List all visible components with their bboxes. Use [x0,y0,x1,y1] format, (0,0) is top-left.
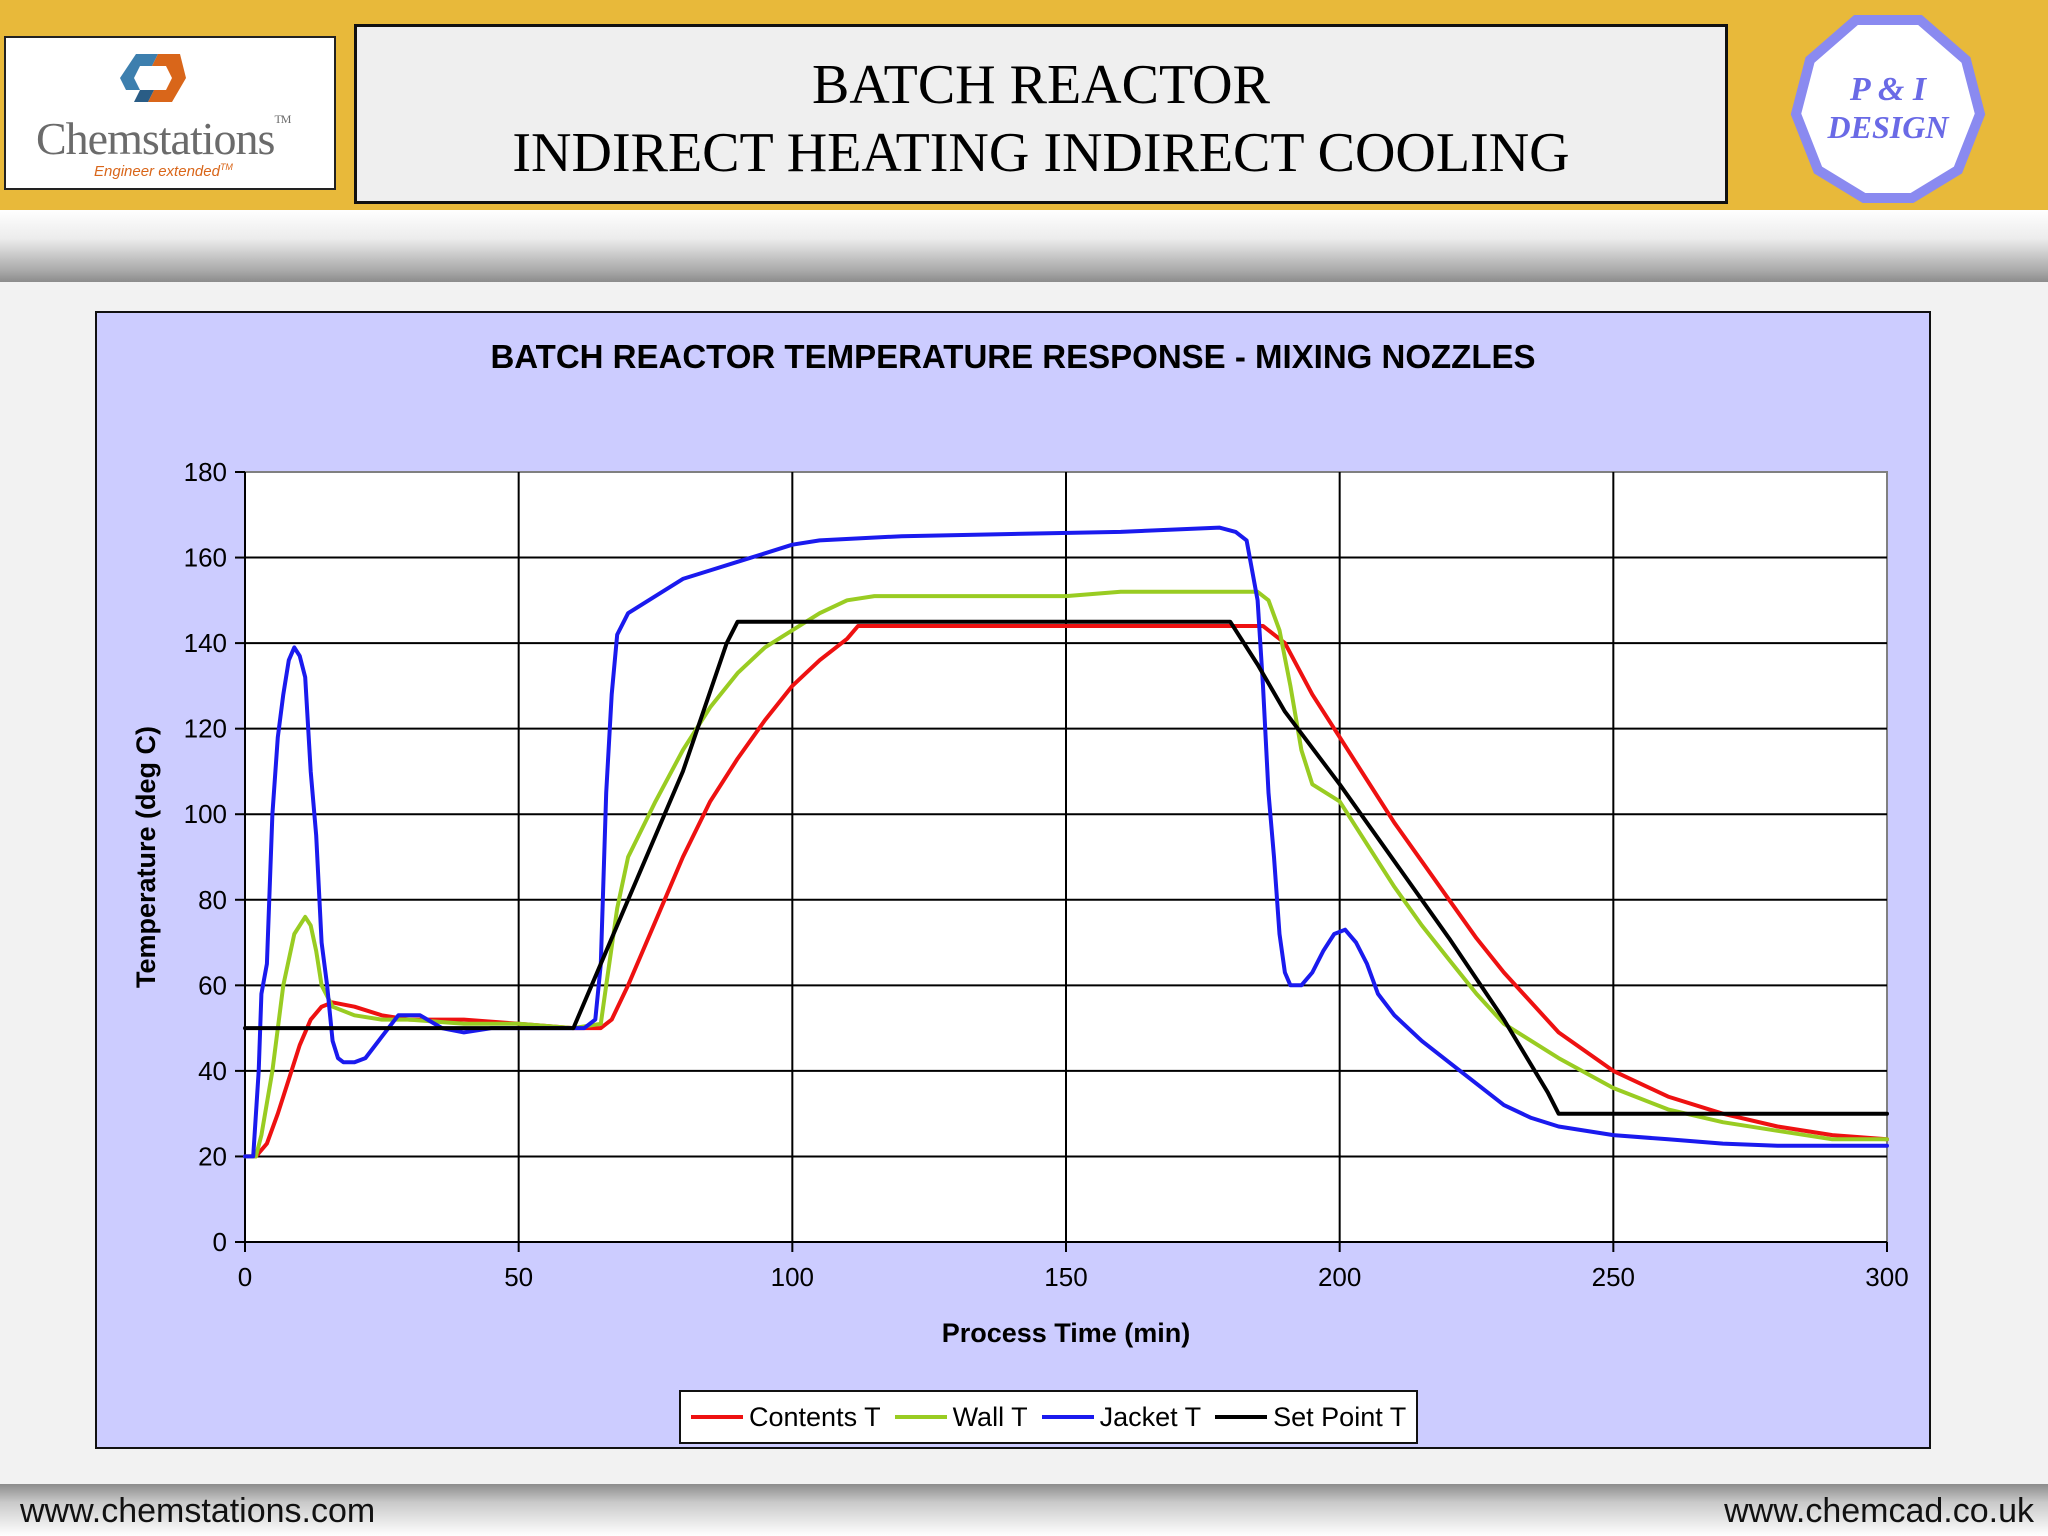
series-line-wall-t [243,589,1889,1159]
legend-label-contents: Contents T [749,1401,881,1432]
tick-label-y-40: 40 [198,1056,227,1086]
tick-label-x-250: 250 [1592,1262,1635,1292]
pi-design-line1: P & I [1849,71,1928,108]
tick-label-y-0: 0 [213,1227,227,1257]
chemstations-wordmark: ChemstationsTM [36,112,291,164]
legend-label-jacket: Jacket T [1099,1401,1202,1432]
series-line-set-point-t [243,619,1889,1116]
series-lines [243,525,1889,1159]
legend-item-jacket: Jacket T [1041,1401,1202,1433]
chemstations-logo[interactable]: ChemstationsTM Engineer extendedTM [4,36,336,190]
footer-link-chemstations[interactable]: www.chemstations.com [20,1492,376,1530]
legend-item-wall: Wall T [894,1401,1028,1433]
legend-label-wall: Wall T [952,1401,1028,1432]
tick-label-y-100: 100 [184,799,227,829]
slide-title-line2: INDIRECT HEATING INDIRECT COOLING [512,122,1570,184]
tick-label-y-60: 60 [198,970,227,1000]
pi-design-logo[interactable]: P & I DESIGN [1790,14,1986,204]
tick-label-y-140: 140 [184,628,227,658]
footer-link-chemcad[interactable]: www.chemcad.co.uk [1724,1492,2034,1530]
tick-label-x-50: 50 [504,1262,533,1292]
tick-label-y-20: 20 [198,1141,227,1171]
top-divider-band [0,210,2048,282]
x-axis-label: Process Time (min) [942,1318,1191,1348]
tick-label-x-150: 150 [1044,1262,1087,1292]
legend-swatch-jacket [1041,1415,1094,1419]
tick-label-y-180: 180 [184,457,227,487]
axis-ticks: 0 20 40 60 80 100 120 140 160 180 0 50 100 150 200 250 3… [184,457,1909,1292]
legend-label-setpoint: Set Point T [1273,1401,1407,1432]
chemstations-mark-icon [120,54,186,102]
chart-panel: BATCH REACTOR TEMPERATURE RESPONSE - MIX… [95,311,1931,1449]
legend-item-contents: Contents T [691,1402,881,1433]
chart-legend: Contents T Wall T Jacket T Set Point T [679,1390,1419,1444]
header-bar: ChemstationsTM Engineer extendedTM BATCH… [0,0,2048,210]
chemstations-tagline: Engineer extendedTM [94,162,233,180]
tick-label-x-100: 100 [771,1262,814,1292]
chart-title: BATCH REACTOR TEMPERATURE RESPONSE - MIX… [490,338,1535,375]
legend-item-setpoint: Set Point T [1215,1402,1406,1433]
slide-title-line1: BATCH REACTOR [812,54,1270,116]
tick-label-y-80: 80 [198,885,227,915]
legend-swatch-setpoint [1215,1415,1268,1419]
bottom-divider-band [0,1484,2048,1536]
tick-label-x-0: 0 [238,1262,252,1292]
slide-title: BATCH REACTOR INDIRECT HEATING INDIRECT … [354,24,1728,204]
pi-design-line2: DESIGN [1827,109,1951,145]
series-line-jacket-t [243,525,1889,1159]
tick-label-x-200: 200 [1318,1262,1361,1292]
tick-label-y-120: 120 [184,714,227,744]
legend-swatch-wall [894,1415,947,1419]
tick-label-y-160: 160 [184,543,227,573]
temperature-chart: BATCH REACTOR TEMPERATURE RESPONSE - MIX… [131,338,1909,1348]
tick-label-x-300: 300 [1865,1262,1908,1292]
y-axis-label: Temperature (deg C) [131,726,161,988]
legend-swatch-contents [691,1415,743,1419]
